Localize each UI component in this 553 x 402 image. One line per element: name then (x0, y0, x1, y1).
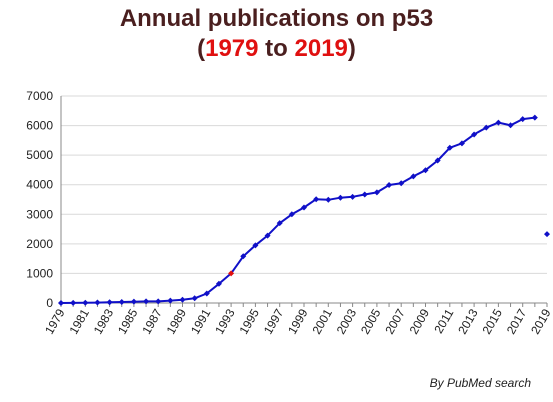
y-tick-label: 3000 (26, 207, 53, 221)
data-point (483, 124, 490, 131)
chart-title-line2: (1979 to 2019) (0, 34, 553, 64)
data-point (361, 191, 368, 198)
data-point (94, 299, 101, 306)
data-point (276, 220, 283, 227)
data-point (337, 194, 344, 201)
data-point (446, 144, 453, 151)
data-point (106, 299, 113, 306)
x-tick-label: 2011 (431, 306, 456, 336)
x-tick-label: 1989 (164, 306, 190, 336)
data-point (252, 242, 259, 249)
data-point (264, 232, 271, 239)
data-point (386, 182, 393, 189)
data-point (373, 189, 380, 196)
x-tick-label: 1979 (42, 306, 68, 336)
chart-series (58, 114, 550, 306)
title-close-paren: ) (347, 35, 356, 62)
highlight-data-point (228, 270, 235, 277)
source-credit: By PubMed search (429, 376, 531, 390)
title-open-paren: ( (197, 35, 206, 62)
x-tick-label: 1983 (91, 306, 117, 336)
data-point (458, 140, 465, 147)
y-tick-label: 5000 (26, 148, 53, 162)
data-point (118, 298, 125, 305)
data-point (495, 119, 502, 126)
y-tick-label: 0 (46, 296, 53, 310)
y-axis-tick-labels: 0 1000 2000 3000 4000 5000 6000 7000 (26, 89, 53, 310)
x-tick-label: 2015 (480, 306, 506, 336)
title-to-word: to (258, 35, 295, 62)
data-point (349, 193, 356, 200)
data-point (410, 173, 417, 180)
data-point (143, 298, 150, 305)
y-tick-label: 7000 (26, 89, 53, 103)
data-point (313, 196, 320, 203)
chart-gridlines (61, 95, 547, 274)
y-tick-label: 6000 (26, 119, 53, 133)
x-tick-label: 1997 (261, 306, 287, 336)
data-point (398, 180, 405, 187)
data-point (82, 299, 89, 306)
data-point (519, 116, 526, 123)
x-tick-label: 2007 (382, 306, 408, 336)
data-point (191, 295, 198, 302)
x-tick-label: 1991 (188, 306, 214, 336)
x-tick-label: 2013 (455, 306, 481, 336)
x-tick-label: 2019 (528, 306, 553, 336)
data-point (58, 300, 64, 306)
x-tick-label: 2005 (358, 306, 384, 336)
x-tick-label: 1981 (66, 306, 92, 336)
x-tick-label: 2001 (309, 306, 335, 336)
data-point (531, 114, 538, 121)
chart-title: Annual publications on p53 (1979 to 2019… (0, 4, 553, 64)
y-tick-label: 1000 (26, 266, 53, 280)
data-point (70, 299, 77, 306)
title-year-start: 1979 (205, 35, 259, 62)
data-point (301, 204, 307, 211)
data-point (240, 253, 247, 260)
data-point (422, 167, 429, 174)
series-line (60, 116, 535, 304)
data-point (179, 296, 186, 303)
x-tick-label: 1999 (285, 306, 311, 336)
x-tick-label: 1993 (212, 306, 238, 336)
x-tick-label: 1987 (139, 306, 165, 336)
data-point (130, 298, 137, 305)
y-tick-label: 4000 (26, 178, 53, 192)
x-tick-label: 2003 (334, 306, 360, 336)
standalone-data-point (544, 231, 550, 238)
data-point (155, 298, 162, 305)
title-year-end: 2019 (294, 35, 348, 62)
data-point (215, 280, 222, 287)
data-point (434, 157, 441, 164)
data-point (203, 290, 210, 297)
data-point (325, 196, 332, 203)
x-tick-label: 1995 (237, 306, 263, 336)
y-tick-label: 2000 (26, 237, 53, 251)
x-tick-label: 2009 (407, 306, 433, 336)
data-point (167, 297, 174, 304)
x-axis-tick-labels: 1979198119831985198719891991199319951997… (42, 306, 553, 336)
chart-axes (60, 96, 548, 307)
x-tick-label: 1985 (115, 306, 141, 336)
data-point (507, 122, 514, 129)
chart-title-line1: Annual publications on p53 (119, 5, 434, 32)
x-tick-label: 2017 (504, 306, 530, 336)
data-point (471, 131, 478, 138)
data-point (288, 211, 295, 218)
